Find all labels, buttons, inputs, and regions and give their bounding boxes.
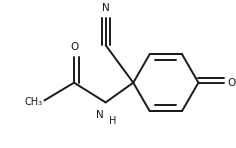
Text: H: H bbox=[109, 116, 116, 126]
Text: CH₃: CH₃ bbox=[24, 97, 42, 107]
Text: N: N bbox=[96, 110, 104, 120]
Text: O: O bbox=[70, 42, 78, 52]
Text: O: O bbox=[227, 78, 235, 88]
Text: N: N bbox=[102, 3, 110, 13]
